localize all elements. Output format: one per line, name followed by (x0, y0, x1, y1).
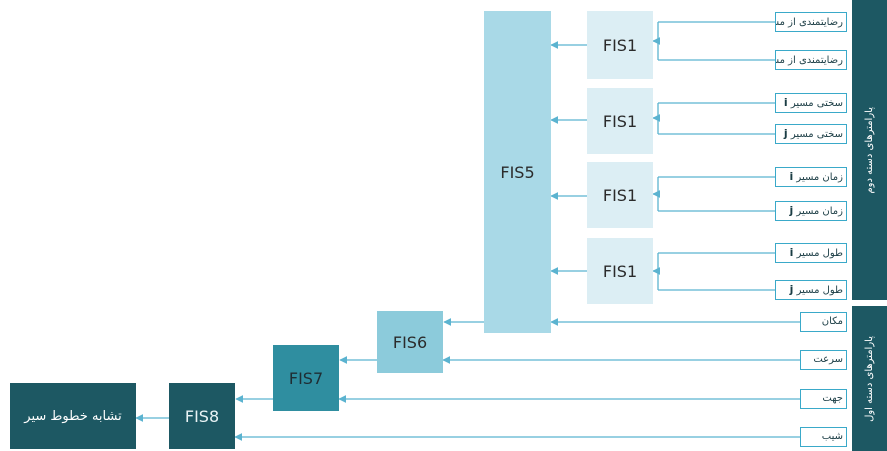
input-time-j: زمان مسیر j (775, 201, 847, 221)
fis1-time-node: FIS1 (587, 162, 653, 228)
output-similarity-node: تشابه خطوط سیر (10, 383, 136, 449)
input-satisfaction-j: رضایتمندی از مسیر j (775, 50, 847, 70)
input-speed: سرعت (800, 350, 847, 370)
input-location: مکان (800, 312, 847, 332)
fis1-difficulty-node: FIS1 (587, 88, 653, 154)
second-category-label: پارامترهای دسته دوم (864, 106, 875, 194)
fis6-node: FIS6 (377, 311, 443, 373)
fis1-satisfaction-node: FIS1 (587, 11, 653, 79)
fis8-node: FIS8 (169, 383, 235, 449)
fis1-length-node: FIS1 (587, 238, 653, 304)
second-category-label-bar: پارامترهای دسته دوم (852, 0, 887, 300)
fis5-node: FIS5 (484, 11, 551, 333)
input-satisfaction-i: رضایتمندی از مسیر i (775, 12, 847, 32)
first-category-label-bar: پارامترهای دسته اول (852, 306, 887, 451)
input-difficulty-j: سختی مسیر j (775, 124, 847, 144)
input-direction: جهت (800, 389, 847, 409)
input-length-j: طول مسیر j (775, 280, 847, 300)
input-slope: شیب (800, 427, 847, 447)
fis7-node: FIS7 (273, 345, 339, 411)
input-time-i: زمان مسیر i (775, 167, 847, 187)
first-category-label: پارامترهای دسته اول (864, 335, 875, 422)
input-difficulty-i: سختی مسیر i (775, 93, 847, 113)
input-length-i: طول مسیر i (775, 243, 847, 263)
